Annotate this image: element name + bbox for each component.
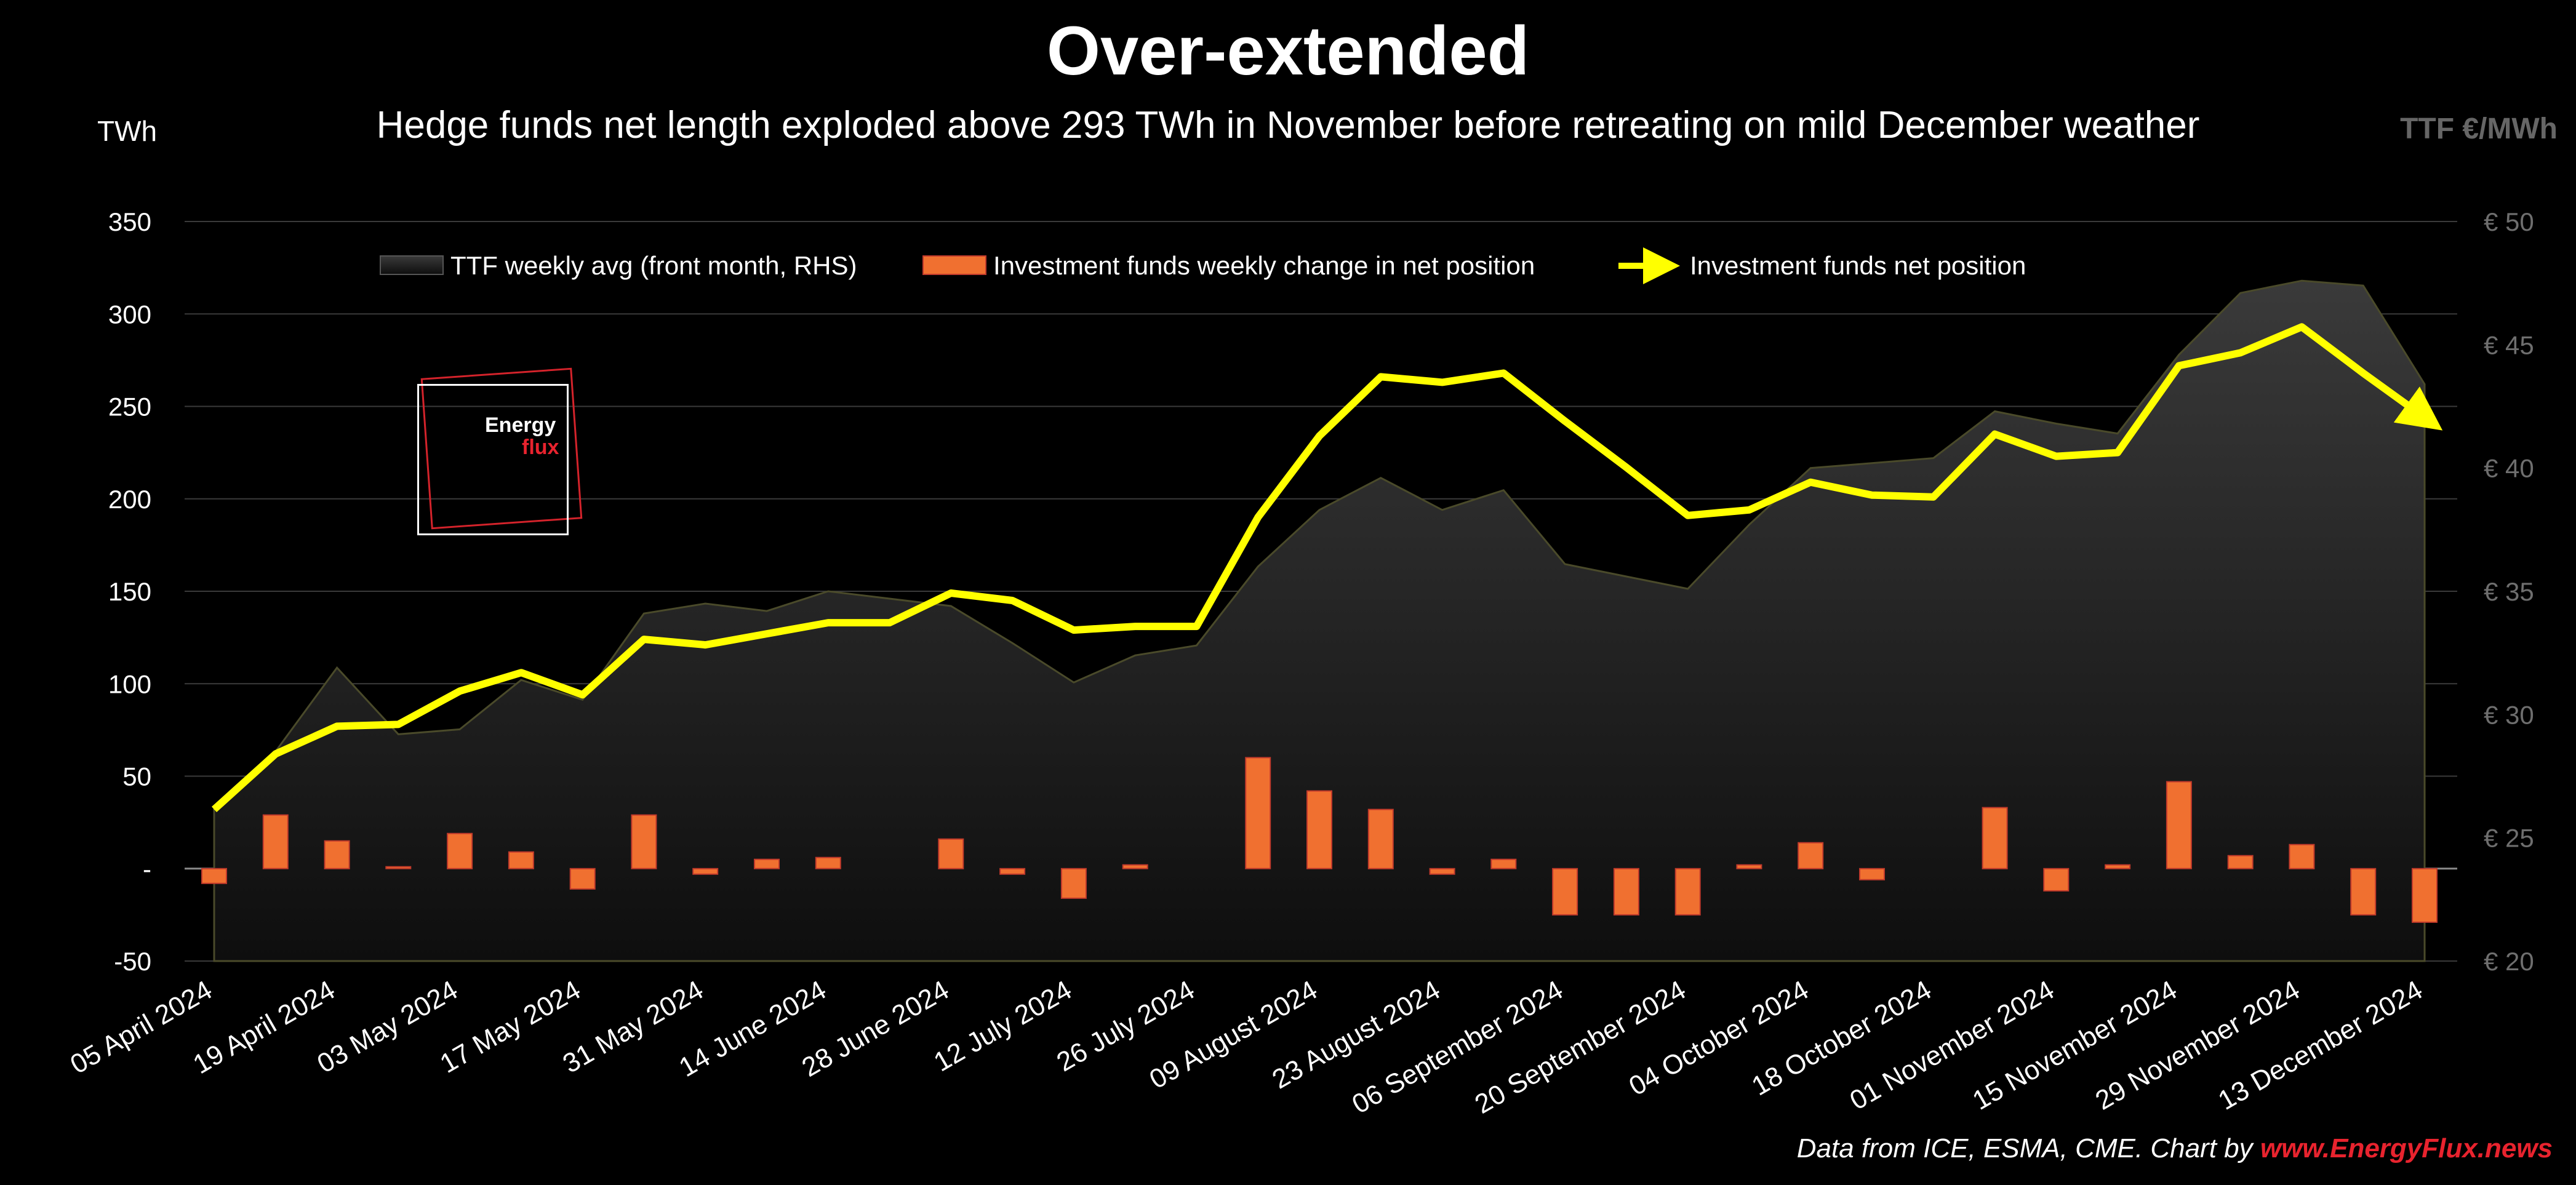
logo-word-flux: flux xyxy=(522,436,559,459)
y-axis-right-label: TTF €/MWh xyxy=(2400,113,2558,145)
x-tick-18: 13 December 2024 xyxy=(2213,975,2428,1116)
x-tick-11: 06 September 2024 xyxy=(1347,975,1568,1120)
bar-week-1 xyxy=(262,814,289,869)
bar-week-5 xyxy=(508,851,534,869)
energyflux-logo: Energy flux xyxy=(417,367,583,535)
bar-week-24 xyxy=(1674,868,1701,916)
page-subtitle: Hedge funds net length exploded above 29… xyxy=(376,104,2200,146)
y-tick-left-8: 350 xyxy=(108,207,151,236)
net-position-line-layer xyxy=(211,323,2443,813)
bar-week-36 xyxy=(2412,868,2438,923)
bar-week-35 xyxy=(2350,868,2377,916)
bar-week-9 xyxy=(754,858,780,869)
legend-label-bars: Investment funds weekly change in net po… xyxy=(993,251,1535,280)
bar-week-27 xyxy=(1859,868,1885,880)
y-tick-left-1: - xyxy=(143,855,151,884)
net-position-point-14 xyxy=(1073,629,1074,631)
y-tick-left-4: 150 xyxy=(108,577,151,606)
y-tick-left-6: 250 xyxy=(108,393,151,421)
x-tick-7: 12 July 2024 xyxy=(929,975,1077,1077)
bar-week-10 xyxy=(815,856,841,869)
y-axis-left-label: TWh xyxy=(97,115,158,147)
logo-word-energy: Energy xyxy=(485,413,556,437)
bar-week-21 xyxy=(1490,858,1517,869)
bar-week-13 xyxy=(999,868,1026,875)
energyflux-link[interactable]: www.EnergyFlux.news xyxy=(2260,1133,2553,1163)
y-tick-right-0: € 20 xyxy=(2484,947,2534,976)
bar-week-7 xyxy=(631,814,657,869)
bar-week-20 xyxy=(1429,868,1455,875)
net-position-point-24 xyxy=(1687,515,1689,516)
legend-label-ttf: TTF weekly avg (front month, RHS) xyxy=(450,251,857,280)
bar-week-4 xyxy=(447,832,473,869)
bar-week-18 xyxy=(1306,790,1332,869)
ttf-area xyxy=(213,279,2426,962)
legend-label-line: Investment funds net position xyxy=(1690,251,2026,280)
net-position-point-0 xyxy=(214,809,215,810)
bar-week-8 xyxy=(692,868,719,875)
bar-week-31 xyxy=(2105,864,2131,869)
bar-week-29 xyxy=(1982,807,2008,869)
ttf-area-layer xyxy=(213,279,2426,962)
bar-week-2 xyxy=(324,840,350,869)
x-tick-3: 17 May 2024 xyxy=(435,975,586,1079)
y-tick-left-0: -50 xyxy=(114,947,151,976)
bar-week-14 xyxy=(1060,868,1087,899)
net-position-point-32 xyxy=(2178,365,2180,366)
net-position-point-25 xyxy=(1748,509,1750,511)
bar-week-6 xyxy=(569,868,596,890)
bar-week-19 xyxy=(1367,808,1394,869)
bar-week-33 xyxy=(2227,855,2254,869)
x-tick-16: 15 November 2024 xyxy=(1967,975,2182,1116)
x-tick-15: 01 November 2024 xyxy=(1845,975,2060,1116)
source-text: Data from ICE, ESMA, CME. Chart by xyxy=(1796,1133,2260,1163)
bar-week-15 xyxy=(1122,864,1148,869)
bar-week-3 xyxy=(385,866,412,869)
x-tick-2: 03 May 2024 xyxy=(312,975,463,1079)
legend: TTF weekly avg (front month, RHS) Invest… xyxy=(380,247,2026,284)
x-tick-17: 29 November 2024 xyxy=(2090,975,2305,1116)
page-title: Over-extended xyxy=(1046,12,1530,89)
bar-week-26 xyxy=(1798,842,1824,869)
bar-week-0 xyxy=(201,868,227,884)
bar-week-30 xyxy=(2043,868,2070,892)
y-axis-right-ticks: € 20 € 25 € 30 € 35 € 40 € 45 € 50 xyxy=(2484,207,2534,976)
legend-swatch-ttf xyxy=(380,255,444,275)
net-position-point-3 xyxy=(398,724,399,725)
y-tick-left-7: 300 xyxy=(108,300,151,329)
bar-week-12 xyxy=(938,838,964,869)
weekly-change-bars xyxy=(201,757,2438,923)
y-tick-right-5: € 45 xyxy=(2484,330,2534,359)
y-tick-right-3: € 35 xyxy=(2484,577,2534,606)
bar-week-23 xyxy=(1613,868,1639,916)
source-footer: Data from ICE, ESMA, CME. Chart by www.E… xyxy=(1797,1133,2553,1164)
y-tick-right-4: € 40 xyxy=(2484,454,2534,483)
y-tick-right-1: € 25 xyxy=(2484,824,2534,853)
net-position-point-16 xyxy=(1196,626,1197,627)
y-tick-left-5: 200 xyxy=(108,485,151,514)
logo-white-frame xyxy=(417,384,569,535)
y-tick-right-6: € 50 xyxy=(2484,207,2534,236)
net-position-point-13 xyxy=(1012,600,1013,601)
bar-week-34 xyxy=(2289,844,2315,869)
y-tick-left-3: 100 xyxy=(108,669,151,698)
net-position-point-30 xyxy=(2055,456,2057,457)
y-tick-right-2: € 30 xyxy=(2484,700,2534,729)
bar-week-17 xyxy=(1245,757,1271,869)
bar-week-32 xyxy=(2166,781,2192,869)
y-tick-left-2: 50 xyxy=(122,762,151,791)
bar-week-22 xyxy=(1552,868,1578,916)
bar-week-25 xyxy=(1736,864,1762,869)
x-tick-12: 20 September 2024 xyxy=(1470,975,1690,1120)
legend-swatch-bars xyxy=(922,255,986,275)
